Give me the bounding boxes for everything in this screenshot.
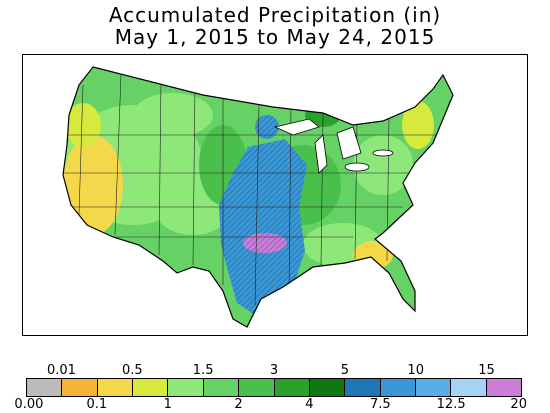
legend-swatch xyxy=(380,379,416,396)
legend-swatch xyxy=(274,379,310,396)
legend-swatch xyxy=(486,379,522,396)
legend-swatch xyxy=(451,379,487,396)
legend-swatch xyxy=(27,379,63,396)
legend-bottom-label: 4 xyxy=(305,397,314,412)
legend-swatch xyxy=(415,379,452,396)
legend-swatch xyxy=(239,379,275,396)
legend-bottom-label: 7.5 xyxy=(369,397,391,412)
legend-top-label: 10 xyxy=(407,363,424,378)
legend-colorbar xyxy=(26,378,522,397)
state-borders xyxy=(63,74,443,306)
legend-top-label: 5 xyxy=(340,363,349,378)
legend-swatch xyxy=(345,379,381,396)
legend-swatch xyxy=(62,379,98,396)
precipitation-map xyxy=(22,54,528,336)
legend-bottom-label: 0.1 xyxy=(86,397,108,412)
legend-bottom-label: 0.00 xyxy=(14,397,44,412)
legend-swatch xyxy=(309,379,346,396)
map-title-line2: May 1, 2015 to May 24, 2015 xyxy=(114,25,436,49)
legend-bottom-label: 2 xyxy=(234,397,243,412)
legend-swatch xyxy=(168,379,204,396)
legend-top-label: 1.5 xyxy=(192,363,214,378)
precipitation-map-svg xyxy=(62,66,454,328)
legend-bottom-label: 20 xyxy=(510,397,527,412)
legend-swatch xyxy=(97,379,134,396)
legend-top-label: 0.5 xyxy=(121,363,143,378)
legend-top-label: 15 xyxy=(478,363,495,378)
legend-bottom-label: 12.5 xyxy=(436,397,466,412)
legend-top-label: 3 xyxy=(269,363,279,378)
great-lakes xyxy=(273,118,394,174)
legend-bottom-label: 1 xyxy=(163,397,172,412)
map-title-line1: Accumulated Precipitation (in) xyxy=(108,3,442,27)
legend-swatch xyxy=(203,379,240,396)
legend-top-label: 0.01 xyxy=(46,363,76,378)
legend-swatch xyxy=(133,379,169,396)
